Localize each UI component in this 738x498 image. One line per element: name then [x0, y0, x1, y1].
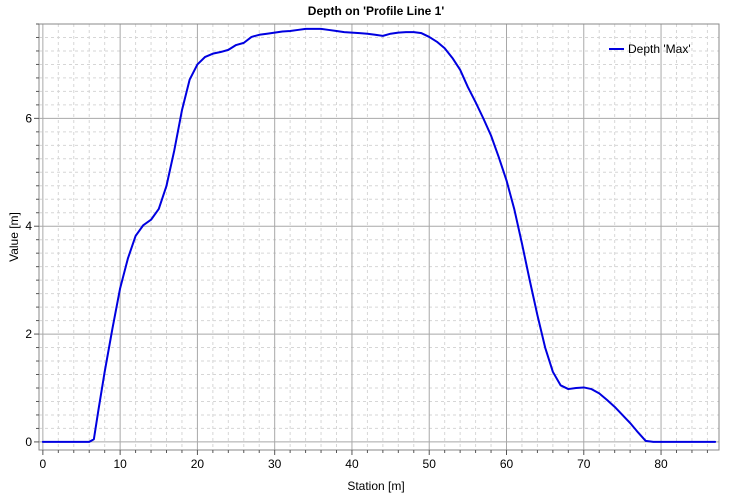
- y-axis-label: Value [m]: [7, 212, 21, 262]
- x-axis-label: Station [m]: [347, 479, 404, 493]
- x-tick-label: 70: [577, 457, 591, 471]
- x-tick-label: 30: [268, 457, 282, 471]
- x-tick-label: 50: [423, 457, 437, 471]
- series-line-depth-max: [41, 27, 717, 443]
- y-tick-label: 6: [25, 111, 32, 125]
- y-tick-label: 0: [25, 435, 32, 449]
- x-tick-label: 0: [40, 457, 47, 471]
- legend: Depth 'Max': [609, 42, 691, 56]
- x-tick-label: 60: [500, 457, 514, 471]
- x-tick-label: 20: [191, 457, 205, 471]
- chart-title: Depth on 'Profile Line 1': [308, 4, 445, 18]
- x-tick-label: 10: [113, 457, 127, 471]
- x-axis-ticks: 0 10 20 30 40 50 60 70 80: [40, 450, 708, 471]
- y-tick-label: 4: [25, 219, 32, 233]
- y-tick-label: 2: [25, 327, 32, 341]
- major-gridlines: [39, 24, 719, 450]
- legend-label-depth-max: Depth 'Max': [628, 42, 691, 56]
- minor-gridlines: [39, 23, 719, 450]
- x-tick-label: 40: [345, 457, 359, 471]
- y-axis-ticks: 0 2 4 6: [25, 23, 39, 449]
- x-tick-label: 80: [654, 457, 668, 471]
- plot-area-frame: [38, 23, 720, 451]
